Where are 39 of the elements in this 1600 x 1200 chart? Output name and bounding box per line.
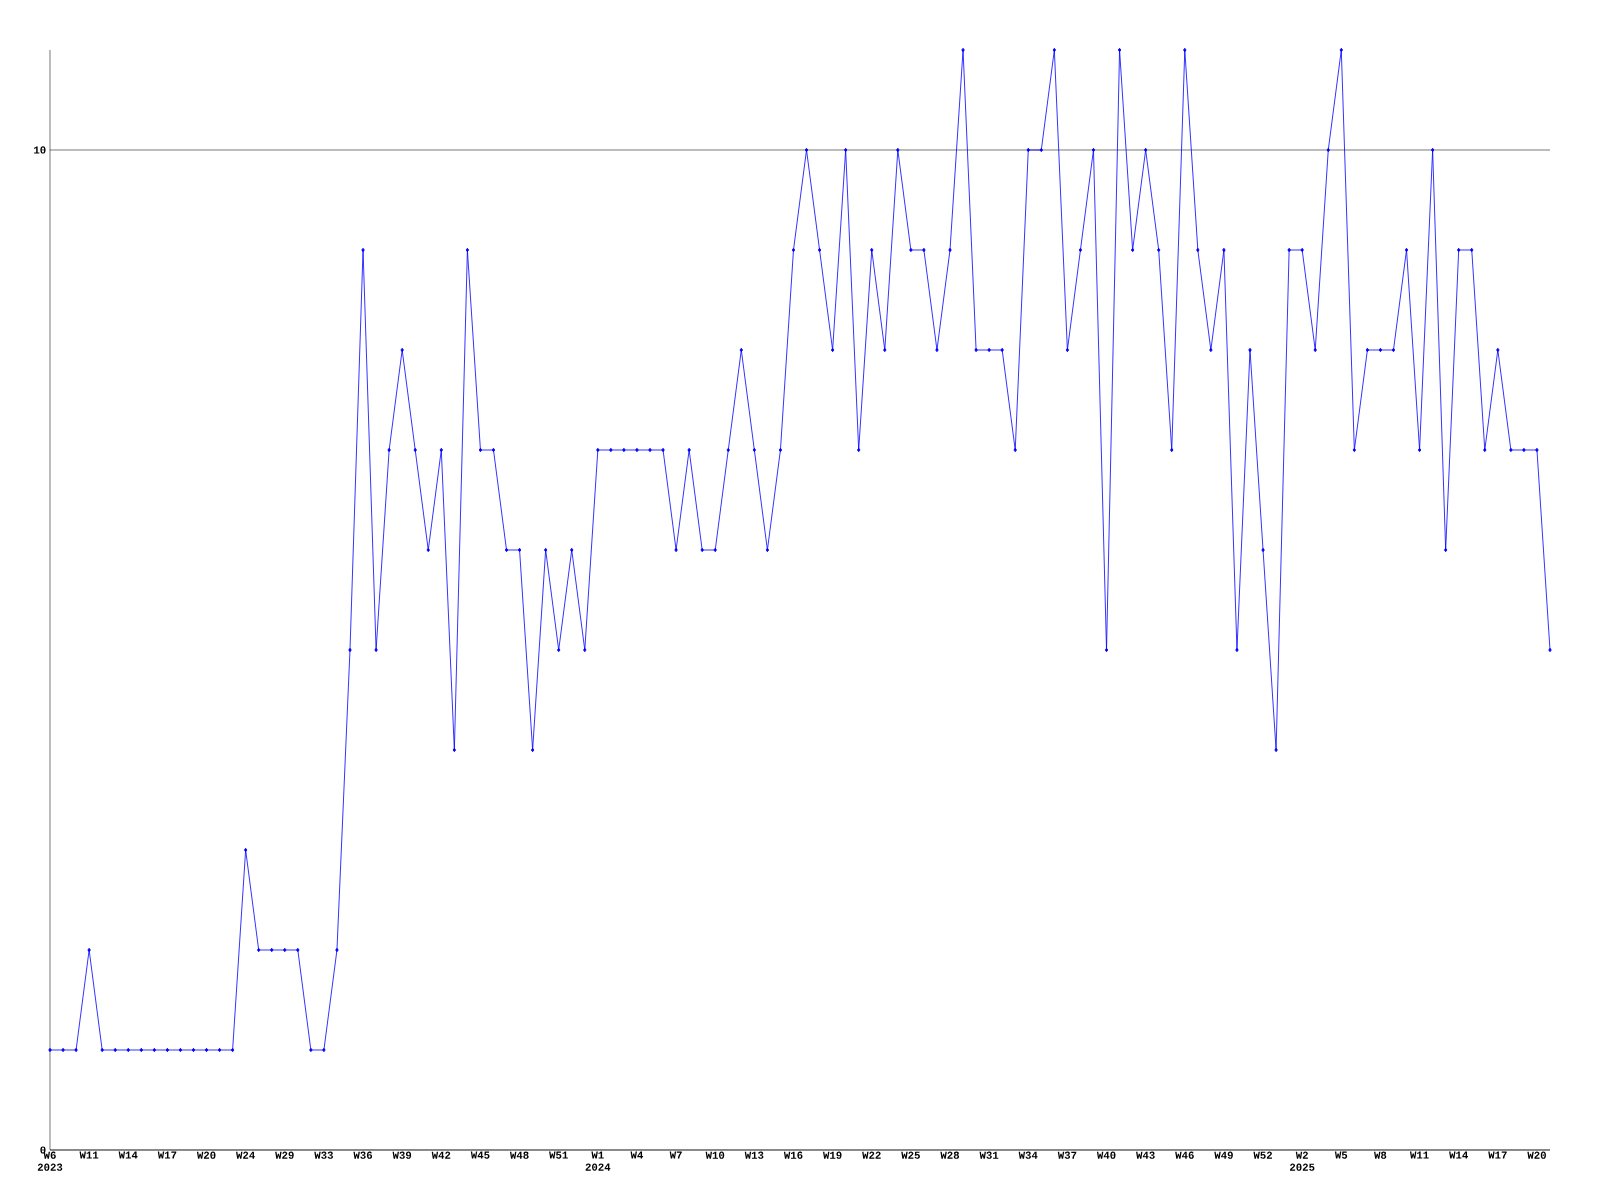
x-tick-label: W1 2024 [585,1151,611,1171]
x-tick-label: W22 [862,1151,881,1159]
x-tick-label: W46 [1175,1151,1194,1159]
x-tick-label: W14 [1449,1151,1468,1159]
x-tick-label: W20 [196,1151,216,1159]
x-tick-label: W17 [1488,1151,1507,1159]
x-tick-label: W14 [118,1151,138,1159]
x-tick-label: W19 [823,1151,842,1159]
x-tick-label: W2 2025 [1290,1151,1315,1171]
x-tick-label: W34 [1018,1151,1038,1159]
x-tick-label: W24 [236,1151,255,1159]
x-tick-label: W49 [1214,1151,1233,1159]
x-tick-label: W45 [470,1151,490,1159]
x-tick-label: W11 [79,1151,99,1159]
x-tick-label: W51 [549,1151,568,1159]
y-tick-label: 10 [34,146,46,154]
x-tick-label: W29 [275,1151,294,1159]
x-tick-label: W42 [431,1151,451,1159]
x-tick-label: W31 [979,1151,999,1159]
x-tick-label: W16 [783,1151,803,1159]
x-tick-label: W28 [940,1151,960,1159]
x-tick-label: W40 [1096,1151,1116,1159]
x-tick-label: W37 [1057,1151,1077,1159]
x-tick-label: W36 [353,1151,373,1159]
x-tick-label: W4 [630,1151,644,1159]
x-tick-label: W5 [1334,1151,1348,1159]
x-tick-label: W52 [1253,1151,1273,1159]
x-tick-label: W11 [1409,1151,1429,1159]
x-tick-label: W17 [157,1151,177,1159]
x-tick-label: W13 [744,1151,764,1159]
x-tick-label: W48 [509,1151,529,1159]
x-tick-label: W39 [392,1151,412,1159]
x-tick-label: W20 [1527,1151,1546,1159]
x-tick-label: W8 [1374,1151,1387,1159]
x-tick-label: W25 [901,1151,920,1159]
x-tick-label: W10 [705,1151,725,1159]
x-tick-label: W33 [314,1151,333,1159]
x-tick-label: W7 [669,1151,682,1159]
x-tick-label: W43 [1136,1151,1155,1159]
